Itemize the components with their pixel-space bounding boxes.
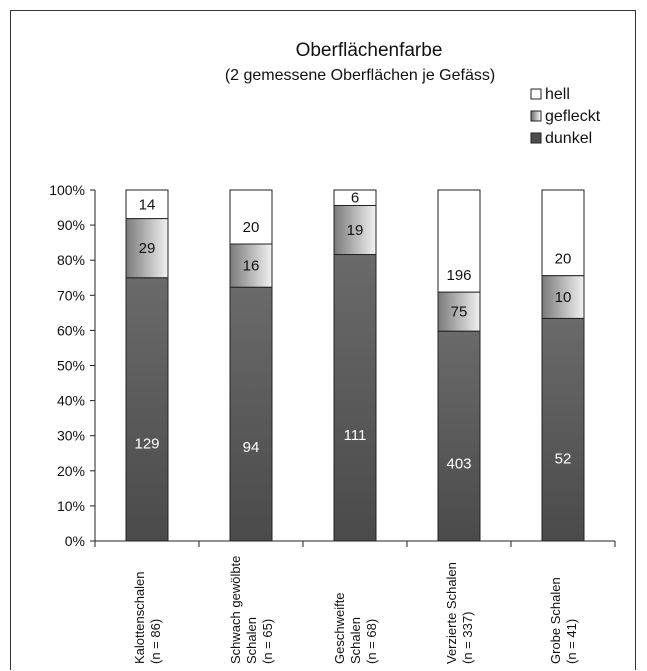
y-tick-label: 100% — [49, 182, 85, 198]
data-label-hell: 14 — [139, 196, 156, 213]
category-label-line: (n = 337) — [460, 612, 475, 664]
data-label-hell: 6 — [351, 190, 359, 207]
y-tick-label: 80% — [57, 252, 85, 268]
category-label: Geschweifte Schalen (n = 68) — [332, 592, 379, 664]
category-label-line: Schalen — [348, 617, 363, 664]
legend-swatch-gefleckt — [530, 110, 542, 122]
category-label-line: (n = 68) — [364, 619, 379, 664]
category-label: Grobe Schalen (n = 41) — [548, 577, 579, 664]
bar-segment-dunkel — [333, 254, 377, 542]
bar-segment-hell — [437, 189, 481, 293]
y-tick-label: 40% — [57, 393, 85, 409]
legend-swatch-hell — [530, 88, 542, 100]
y-tick-label: 10% — [57, 498, 85, 514]
bar-segment-hell — [541, 189, 585, 277]
data-label-dunkel: 111 — [344, 427, 367, 444]
legend-label-gefleckt: gefleckt — [545, 108, 601, 125]
category-label-line: Schwach gewölbte — [228, 556, 243, 664]
bar-segment-dunkel — [437, 330, 481, 542]
bar-segment-dunkel — [125, 277, 169, 542]
category-label-line: (n = 86) — [148, 619, 163, 664]
category-label: Verzierte Schalen (n = 337) — [444, 562, 475, 664]
data-label-gefleckt: 16 — [243, 258, 260, 275]
bar-segment-dunkel — [541, 317, 585, 542]
y-tick-label: 20% — [57, 463, 85, 479]
category-label-line: Geschweifte — [332, 592, 347, 664]
data-label-dunkel: 94 — [243, 439, 260, 456]
y-tick-label: 90% — [57, 217, 85, 233]
category-label-line: Grobe Schalen — [548, 577, 563, 664]
category-label-line: (n = 41) — [564, 619, 579, 664]
bar-segment-hell — [125, 189, 169, 220]
category-label-line: (n = 65) — [260, 619, 275, 664]
legend-swatch-dunkel — [530, 132, 542, 144]
data-label-dunkel: 403 — [446, 455, 471, 472]
bar-segment-hell — [333, 189, 377, 206]
category-label-line: Schalen — [244, 617, 259, 664]
legend: hell gefleckt dunkel — [530, 86, 601, 147]
bar-segment-gefleckt — [333, 204, 377, 256]
bar-segment-gefleckt — [541, 275, 585, 319]
data-label-dunkel: 129 — [134, 436, 159, 453]
data-label-gefleckt: 75 — [451, 304, 468, 321]
category-label: Kalottenschalen (n = 86) — [132, 571, 163, 664]
y-tick-label: 60% — [57, 322, 85, 338]
data-label-hell: 196 — [446, 267, 471, 284]
y-tick-label: 70% — [57, 287, 85, 303]
category-label-line: Verzierte Schalen — [444, 562, 459, 664]
data-label-hell: 20 — [243, 219, 260, 236]
data-label-gefleckt: 29 — [139, 240, 156, 257]
legend-label-hell: hell — [545, 86, 570, 103]
chart-subtitle: (2 gemessene Oberflächen je Gefäss) — [225, 67, 495, 84]
category-labels: Kalottenschalen (n = 86) Schwach gewölbte S… — [132, 556, 579, 664]
category-label: Schwach gewölbte Schalen (n = 65) — [228, 556, 275, 664]
data-label-hell: 20 — [555, 251, 572, 268]
y-tick-label: 30% — [57, 428, 85, 444]
legend-label-dunkel: dunkel — [545, 130, 592, 147]
bar-segment-dunkel — [229, 286, 273, 542]
data-label-gefleckt: 19 — [347, 222, 364, 239]
data-label-gefleckt: 10 — [555, 289, 572, 306]
category-label-line: Kalottenschalen — [132, 571, 147, 664]
bar-segment-hell — [229, 189, 273, 245]
data-label-dunkel: 52 — [555, 451, 572, 468]
bar-segment-gefleckt — [437, 291, 481, 332]
chart-title: Oberflächenfarbe — [296, 40, 443, 61]
bar-segment-gefleckt — [229, 243, 273, 288]
y-tick-label: 0% — [65, 533, 85, 549]
axes: 0% 10% 20% 30% 40% 50% 60% 70% 80% 90% 100% — [49, 182, 616, 549]
y-tick-label: 50% — [57, 358, 85, 374]
